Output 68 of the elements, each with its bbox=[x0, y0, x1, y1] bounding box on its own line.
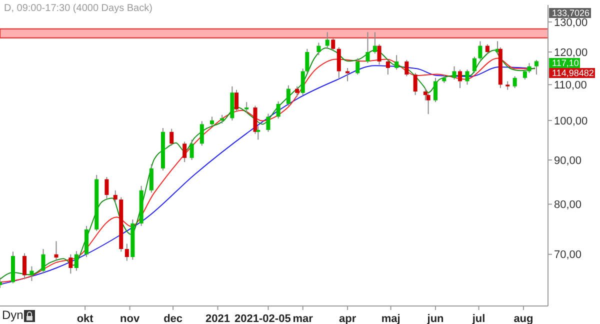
candlestick bbox=[336, 46, 341, 78]
candlestick bbox=[485, 44, 490, 54]
candlestick bbox=[331, 38, 336, 51]
text: 117,10 bbox=[549, 58, 580, 68]
candlestick bbox=[74, 250, 78, 272]
candlestick bbox=[325, 32, 330, 50]
candlestick bbox=[210, 116, 214, 127]
candlestick bbox=[377, 44, 382, 66]
y-tick-label: 110,00 bbox=[554, 80, 587, 92]
candlestick bbox=[458, 69, 462, 89]
candlestick bbox=[356, 58, 360, 76]
x-tick-label: 2021 bbox=[206, 313, 230, 324]
y-tick-label: 130,00 bbox=[554, 16, 588, 29]
candlestick bbox=[244, 102, 249, 114]
candlestick bbox=[434, 77, 438, 103]
y-tick-label: 120,00 bbox=[554, 46, 588, 59]
candlestick bbox=[234, 89, 239, 112]
candlestick bbox=[295, 86, 300, 98]
y-tick-label: 90,00 bbox=[554, 154, 582, 167]
candlestick bbox=[113, 190, 118, 204]
x-tick-label: jun bbox=[426, 313, 444, 324]
candlestick bbox=[512, 76, 517, 89]
candlestick bbox=[522, 69, 527, 80]
candlestick bbox=[472, 56, 476, 74]
text: 114,98482 bbox=[549, 68, 595, 78]
candlestick bbox=[394, 54, 399, 70]
candlestick bbox=[149, 164, 154, 194]
x-tick-label: aug bbox=[514, 313, 534, 324]
y-tick-label: 100,00 bbox=[554, 115, 588, 128]
x-tick-label: jul bbox=[471, 313, 486, 324]
candlestick bbox=[452, 66, 456, 80]
candlestick bbox=[104, 176, 109, 200]
x-tick-label: dec bbox=[164, 313, 183, 324]
candlestick bbox=[276, 100, 280, 120]
candlestick bbox=[404, 59, 409, 77]
y-tick-label: 80,00 bbox=[554, 199, 582, 212]
candlestick bbox=[41, 248, 46, 274]
candlestick bbox=[372, 32, 377, 54]
text: 133,7026 bbox=[549, 8, 591, 18]
x-tick-label: 2021-02-05 bbox=[234, 313, 291, 324]
candlestick bbox=[316, 42, 321, 56]
candlestick bbox=[182, 141, 187, 163]
candlestick bbox=[54, 240, 58, 262]
candlestick bbox=[465, 69, 470, 86]
candlestick bbox=[190, 139, 194, 160]
y-tick-label: 70,00 bbox=[554, 249, 582, 262]
candlestick bbox=[170, 128, 174, 146]
x-tick-label: maj bbox=[381, 313, 400, 324]
candlestick bbox=[286, 84, 290, 106]
candlestick bbox=[386, 59, 390, 76]
text: Dyn bbox=[2, 308, 24, 322]
candlestick bbox=[200, 120, 204, 146]
candlestick bbox=[527, 62, 532, 74]
candlestick bbox=[124, 243, 129, 262]
candlestick bbox=[266, 113, 270, 132]
candlestick bbox=[346, 67, 350, 82]
candlestick bbox=[413, 72, 418, 96]
x-tick-label: nov bbox=[120, 313, 140, 324]
candlestick bbox=[478, 40, 482, 60]
x-tick-label: mar bbox=[292, 313, 314, 324]
x-tick-label: okt bbox=[76, 313, 94, 324]
candlestick bbox=[30, 266, 34, 282]
candlestick bbox=[22, 252, 27, 280]
chart-title: D, 09:00-17:30 (4000 Days Back) bbox=[4, 3, 152, 14]
candlestick bbox=[534, 59, 538, 76]
x-tick-label: apr bbox=[338, 313, 357, 324]
candlestick bbox=[68, 254, 73, 274]
candlestick bbox=[366, 32, 370, 64]
